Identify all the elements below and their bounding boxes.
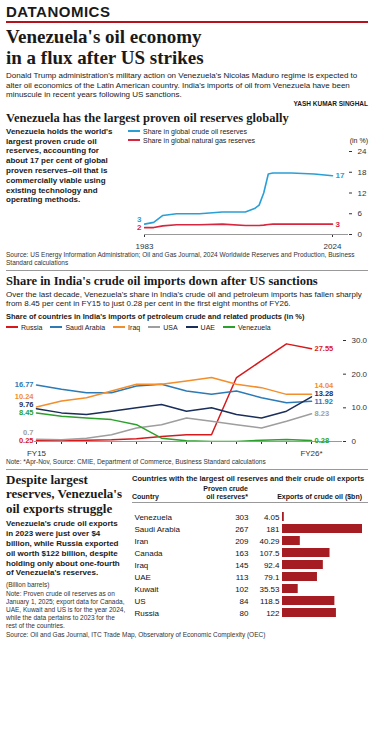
svg-text:Iraq: Iraq xyxy=(135,561,149,570)
svg-text:2024: 2024 xyxy=(324,242,342,251)
svg-text:Russia: Russia xyxy=(135,609,160,618)
svg-text:267: 267 xyxy=(235,525,249,534)
html-text:Note: Proven crude oil reserve: Note: Proven crude oil reserves as on Ja… xyxy=(6,590,126,630)
svg-text:11.92: 11.92 xyxy=(315,397,333,406)
svg-text:35.53: 35.53 xyxy=(259,585,280,594)
html-text:Country: Country xyxy=(132,493,159,500)
svg-text:14.04: 14.04 xyxy=(314,380,334,390)
html-text:Iraq: Iraq xyxy=(128,324,141,331)
html-text:Proven crude oil reserves*: Proven crude oil reserves* xyxy=(203,485,248,500)
svg-text:40.29: 40.29 xyxy=(259,537,280,546)
svg-text:1983: 1983 xyxy=(136,242,154,251)
svg-text:8.23: 8.23 xyxy=(315,409,330,418)
svg-text:20.0: 20.0 xyxy=(352,370,368,379)
svg-text:10.24: 10.24 xyxy=(14,392,34,402)
html-text:DATANOMICS: DATANOMICS xyxy=(6,3,111,20)
svg-text:209: 209 xyxy=(235,537,249,546)
svg-text:303: 303 xyxy=(235,513,249,522)
svg-text:3: 3 xyxy=(336,219,341,228)
svg-text:27.55: 27.55 xyxy=(315,344,334,353)
html-text:Share of countries in India's: Share of countries in India's imports of… xyxy=(6,312,305,321)
svg-text:Kuwait: Kuwait xyxy=(135,585,160,594)
svg-text:2: 2 xyxy=(137,223,142,232)
html-text:Venezuela holds the world's la: Venezuela holds the world's largest prov… xyxy=(6,126,113,205)
html-text:Over the last decade, Venezuel: Over the last decade, Venezuela's share … xyxy=(6,289,362,309)
html-text:Donald Trump administration's: Donald Trump administration's military a… xyxy=(6,71,358,100)
svg-text:92.4: 92.4 xyxy=(264,561,280,570)
svg-text:30.0: 30.0 xyxy=(352,336,368,345)
svg-text:8.45: 8.45 xyxy=(19,408,34,417)
svg-text:Canada: Canada xyxy=(135,549,164,558)
svg-text:0.7: 0.7 xyxy=(23,428,33,437)
svg-text:80: 80 xyxy=(240,609,249,618)
svg-text:6: 6 xyxy=(358,209,363,218)
svg-text:13.28: 13.28 xyxy=(315,389,334,398)
svg-text:0.28: 0.28 xyxy=(315,436,330,445)
svg-text:FY26*: FY26* xyxy=(300,449,322,458)
html-text:Source: Oil and Gas Journal, I: Source: Oil and Gas Journal, ITC Trade M… xyxy=(6,631,266,639)
svg-text:79.1: 79.1 xyxy=(264,573,280,582)
html-text:Despite largest reserves, Vene: Despite largest reserves, Venezuela's oi… xyxy=(6,472,122,516)
svg-text:102: 102 xyxy=(235,585,249,594)
svg-text:107.5: 107.5 xyxy=(259,549,280,558)
svg-text:Iran: Iran xyxy=(135,537,149,546)
svg-text:118.5: 118.5 xyxy=(260,597,280,606)
html-text:YASH KUMAR SINGHAL: YASH KUMAR SINGHAL xyxy=(293,99,368,107)
html-text:Saudi Arabia: Saudi Arabia xyxy=(65,324,106,331)
svg-text:122: 122 xyxy=(266,609,280,618)
svg-text:9.76: 9.76 xyxy=(18,400,34,410)
svg-text:163: 163 xyxy=(235,549,249,558)
html-text:(Billion barrels): (Billion barrels) xyxy=(6,581,50,589)
html-text:Venezuela's crude oil exports: Venezuela's crude oil exports in 2023 we… xyxy=(6,519,120,578)
html-text:Venezuela has the largest prov: Venezuela has the largest proven oil res… xyxy=(6,110,289,125)
html-text:Venezuela: Venezuela xyxy=(238,324,271,331)
svg-text:3: 3 xyxy=(137,214,142,224)
svg-text:0: 0 xyxy=(352,437,357,446)
html-text:Exports of crude oil ($bn): Exports of crude oil ($bn) xyxy=(277,493,362,500)
svg-text:Venezuela: Venezuela xyxy=(135,513,173,522)
svg-text:10.0: 10.0 xyxy=(352,403,368,412)
html-text:USA: USA xyxy=(163,324,178,331)
svg-text:0.25: 0.25 xyxy=(19,436,34,445)
svg-text:84: 84 xyxy=(240,597,249,606)
html-text:Venezuela's oil economy in a f: Venezuela's oil economy in a flux after … xyxy=(6,26,204,68)
svg-text:UAE: UAE xyxy=(135,573,151,582)
svg-text:US: US xyxy=(135,597,146,606)
svg-text:145: 145 xyxy=(235,561,249,570)
html-text:Note: *Apr-Nov, Source: CMIE,: Note: *Apr-Nov, Source: CMIE, Department… xyxy=(6,458,266,465)
svg-text:181: 181 xyxy=(266,525,280,534)
html-text:(in %): (in %) xyxy=(349,136,368,144)
svg-text:18: 18 xyxy=(358,168,367,177)
html-text:Share in global natural gas re: Share in global natural gas reserves xyxy=(143,136,256,144)
svg-text:4.05: 4.05 xyxy=(264,513,280,522)
html-text:Source: US Energy Information: Source: US Energy Information Administra… xyxy=(6,250,355,266)
html-text:UAE: UAE xyxy=(200,324,215,331)
svg-text:24: 24 xyxy=(358,147,367,156)
svg-text:0: 0 xyxy=(358,230,363,239)
svg-text:17: 17 xyxy=(336,171,345,180)
html-text:Share in global crude oil rese: Share in global crude oil reserves xyxy=(143,127,247,135)
svg-text:113: 113 xyxy=(236,573,249,582)
svg-text:12: 12 xyxy=(358,188,367,197)
html-text:Countries with the largest oil: Countries with the largest oil reserves … xyxy=(132,474,365,483)
svg-text:16.77: 16.77 xyxy=(15,380,34,389)
svg-text:FY15: FY15 xyxy=(27,449,47,458)
svg-text:Saudi Arabia: Saudi Arabia xyxy=(135,525,181,534)
html-text:Share in India's crude oil imp: Share in India's crude oil imports down … xyxy=(6,273,318,288)
html-text:Russia: Russia xyxy=(21,324,43,331)
